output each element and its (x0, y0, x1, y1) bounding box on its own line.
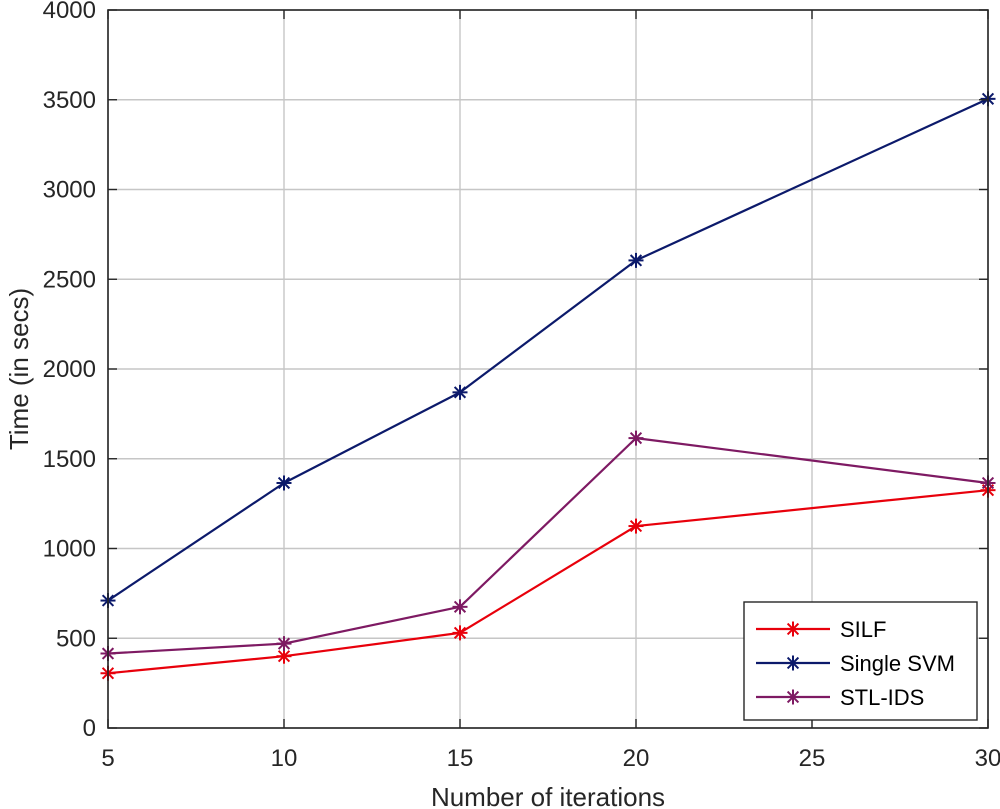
data-point-silf (276, 648, 292, 664)
data-point-stl-ids (276, 636, 292, 652)
y-tick-label: 1500 (43, 446, 96, 473)
legend-marker-single-svm (785, 655, 801, 671)
y-tick-label: 1000 (43, 536, 96, 563)
data-point-single-svm (452, 384, 468, 400)
marker-stroke (786, 622, 800, 636)
legend-box (743, 601, 978, 721)
marker-stroke (629, 519, 643, 533)
legend: SILF Single SVM STL-IDS (743, 601, 978, 721)
y-tick-label: 500 (56, 625, 96, 652)
legend-marker-silf (785, 621, 801, 637)
legend-marker-stl-ids (785, 689, 801, 705)
marker-stroke (453, 600, 467, 613)
y-tick-label: 2000 (43, 356, 96, 383)
x-tick-label: 5 (101, 745, 114, 772)
x-tick-label: 20 (623, 745, 650, 772)
y-tick-label: 3500 (43, 87, 96, 114)
x-tick-label: 25 (799, 745, 826, 772)
legend-label-single-svm: Single SVM (840, 651, 955, 676)
legend-label-stl-ids: STL-IDS (840, 685, 924, 710)
marker-stroke (786, 690, 800, 704)
y-tick-label: 0 (83, 715, 96, 742)
x-tick-label: 10 (271, 745, 298, 772)
y-tick-label: 4000 (43, 0, 96, 24)
marker-stroke (277, 650, 291, 663)
x-axis-label: Number of iterations (431, 782, 665, 809)
data-point-stl-ids (628, 430, 644, 446)
marker-stroke (277, 637, 291, 650)
data-point-silf (452, 625, 468, 641)
x-tick-label: 15 (447, 745, 474, 772)
data-point-single-svm (276, 475, 292, 491)
marker-stroke (629, 432, 643, 445)
series-group (100, 91, 996, 681)
ticks: 0 500 1000 1500 2000 2500 3000 3500 4000 5 10 15 20 2… (43, 0, 1000, 772)
marker-stroke (786, 656, 800, 670)
data-point-single-svm (628, 252, 644, 268)
y-tick-label: 3000 (43, 177, 96, 204)
marker-stroke (453, 386, 467, 399)
legend-label-silf: SILF (840, 617, 886, 642)
data-point-stl-ids (452, 599, 468, 615)
y-axis-label: Time (in secs) (4, 288, 34, 450)
data-point-silf (628, 518, 644, 534)
marker-stroke (453, 626, 467, 639)
marker-stroke (629, 254, 643, 267)
y-tick-label: 2500 (43, 266, 96, 293)
x-tick-label: 30 (975, 745, 1000, 772)
marker-stroke (277, 476, 291, 490)
axis-labels: Number of iterations Time (in secs) (4, 288, 665, 809)
